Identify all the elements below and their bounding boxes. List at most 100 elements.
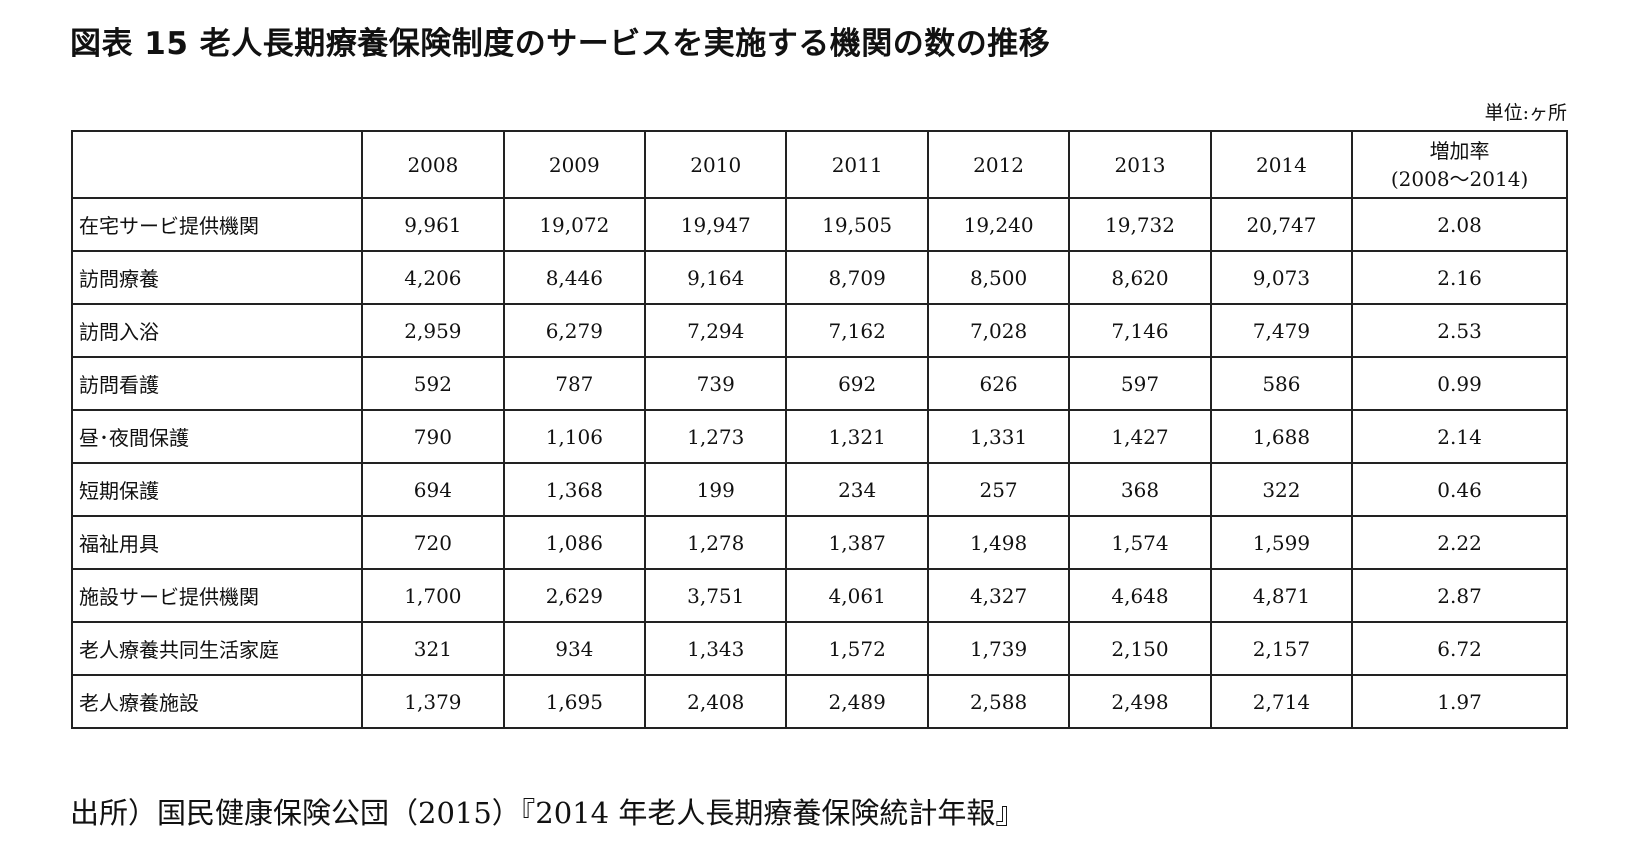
value-cell: 1,498: [926, 515, 1071, 570]
value-cell: 19,072: [502, 197, 647, 252]
growth-rate-cell: 2.16: [1351, 250, 1568, 305]
value-cell: 234: [785, 462, 929, 517]
value-cell: 7,028: [926, 303, 1071, 358]
value-cell: 586: [1209, 356, 1354, 411]
value-cell: 7,479: [1209, 303, 1354, 358]
row-label: 訪問療養: [70, 250, 364, 305]
table-row: 老人療養共同生活家庭 321 934 1,343 1,572 1,739 2,150 2,15…: [70, 621, 1568, 676]
value-cell: 2,150: [1068, 621, 1212, 676]
unit-label: 単位:ヶ所: [1484, 102, 1567, 124]
value-cell: 1,387: [785, 515, 929, 570]
growth-rate-cell: 2.14: [1351, 409, 1568, 464]
header-corner-cell: [70, 130, 364, 199]
value-cell: 9,164: [644, 250, 788, 305]
year-header: 2010: [644, 130, 788, 199]
row-label: 短期保護: [70, 462, 364, 517]
value-cell: 4,206: [361, 250, 505, 305]
value-cell: 1,321: [785, 409, 929, 464]
value-cell: 1,278: [644, 515, 788, 570]
value-cell: 692: [785, 356, 929, 411]
value-cell: 597: [1068, 356, 1212, 411]
growth-rate-cell: 1.97: [1351, 674, 1568, 729]
value-cell: 4,327: [926, 568, 1071, 623]
value-cell: 790: [361, 409, 505, 464]
table-body: 在宅サービ提供機関 9,961 19,072 19,947 19,505 19,240 19…: [70, 197, 1568, 729]
value-cell: 4,061: [785, 568, 929, 623]
table-row: 訪問看護 592 787 739 692 626 597 586 0.99: [70, 356, 1568, 411]
table-row: 訪問療養 4,206 8,446 9,164 8,709 8,500 8,620 9,073 2…: [70, 250, 1568, 305]
growth-rate-cell: 0.99: [1351, 356, 1568, 411]
value-cell: 19,732: [1068, 197, 1212, 252]
value-cell: 1,086: [502, 515, 647, 570]
table-row: 訪問入浴 2,959 6,279 7,294 7,162 7,028 7,146 7,479 2…: [70, 303, 1568, 358]
row-label: 在宅サービ提供機関: [70, 197, 364, 252]
table-row: 昼･夜間保護 790 1,106 1,273 1,321 1,331 1,427 1,688 2…: [70, 409, 1568, 464]
growth-rate-header-period: (2008～2014): [1390, 166, 1529, 191]
year-header: 2012: [926, 130, 1071, 199]
value-cell: 7,162: [785, 303, 929, 358]
value-cell: 1,273: [644, 409, 788, 464]
table-row: 在宅サービ提供機関 9,961 19,072 19,947 19,505 19,240 19…: [70, 197, 1568, 252]
header-row: 2008 2009 2010 2011 2012 2013 2014 増加率 (…: [70, 130, 1568, 199]
value-cell: 787: [502, 356, 647, 411]
value-cell: 694: [361, 462, 505, 517]
value-cell: 9,961: [361, 197, 505, 252]
value-cell: 739: [644, 356, 788, 411]
value-cell: 7,146: [1068, 303, 1212, 358]
row-label: 昼･夜間保護: [70, 409, 364, 464]
value-cell: 934: [502, 621, 647, 676]
table-row: 老人療養施設 1,379 1,695 2,408 2,489 2,588 2,498 2,71…: [70, 674, 1568, 729]
source-note: 出所）国民健康保険公団（2015）『2014 年老人長期療養保険統計年報』: [70, 796, 1025, 830]
value-cell: 4,871: [1209, 568, 1354, 623]
value-cell: 20,747: [1209, 197, 1354, 252]
year-header: 2013: [1068, 130, 1212, 199]
row-label: 訪問看護: [70, 356, 364, 411]
figure-title: 図表 15 老人長期療養保険制度のサービスを実施する機関の数の推移: [70, 26, 1051, 62]
row-label: 施設サービ提供機関: [70, 568, 364, 623]
growth-rate-cell: 2.87: [1351, 568, 1568, 623]
value-cell: 199: [644, 462, 788, 517]
value-cell: 1,368: [502, 462, 647, 517]
growth-rate-header: 増加率 (2008～2014): [1351, 130, 1568, 199]
value-cell: 8,709: [785, 250, 929, 305]
growth-rate-cell: 2.53: [1351, 303, 1568, 358]
year-header: 2008: [361, 130, 505, 199]
value-cell: 19,240: [926, 197, 1071, 252]
value-cell: 2,714: [1209, 674, 1354, 729]
value-cell: 720: [361, 515, 505, 570]
table-row: 短期保護 694 1,368 199 234 257 368 322 0.46: [70, 462, 1568, 517]
value-cell: 368: [1068, 462, 1212, 517]
year-header: 2014: [1209, 130, 1354, 199]
value-cell: 6,279: [502, 303, 647, 358]
value-cell: 626: [926, 356, 1071, 411]
value-cell: 1,379: [361, 674, 505, 729]
value-cell: 1,695: [502, 674, 647, 729]
value-cell: 7,294: [644, 303, 788, 358]
growth-rate-cell: 2.08: [1351, 197, 1568, 252]
value-cell: 2,489: [785, 674, 929, 729]
value-cell: 2,157: [1209, 621, 1354, 676]
value-cell: 9,073: [1209, 250, 1354, 305]
value-cell: 1,427: [1068, 409, 1212, 464]
value-cell: 1,572: [785, 621, 929, 676]
value-cell: 2,408: [644, 674, 788, 729]
value-cell: 257: [926, 462, 1071, 517]
table-row: 福祉用具 720 1,086 1,278 1,387 1,498 1,574 1,599 2.2…: [70, 515, 1568, 570]
row-label: 福祉用具: [70, 515, 364, 570]
value-cell: 4,648: [1068, 568, 1212, 623]
value-cell: 1,599: [1209, 515, 1354, 570]
value-cell: 2,629: [502, 568, 647, 623]
value-cell: 2,588: [926, 674, 1071, 729]
table-row: 施設サービ提供機関 1,700 2,629 3,751 4,061 4,327 4,648 4…: [70, 568, 1568, 623]
value-cell: 592: [361, 356, 505, 411]
row-label: 老人療養施設: [70, 674, 364, 729]
facility-count-table: 2008 2009 2010 2011 2012 2013 2014 増加率 (…: [70, 130, 1568, 729]
value-cell: 1,574: [1068, 515, 1212, 570]
value-cell: 1,739: [926, 621, 1071, 676]
value-cell: 3,751: [644, 568, 788, 623]
value-cell: 321: [361, 621, 505, 676]
value-cell: 19,947: [644, 197, 788, 252]
value-cell: 19,505: [785, 197, 929, 252]
value-cell: 2,959: [361, 303, 505, 358]
growth-rate-cell: 0.46: [1351, 462, 1568, 517]
